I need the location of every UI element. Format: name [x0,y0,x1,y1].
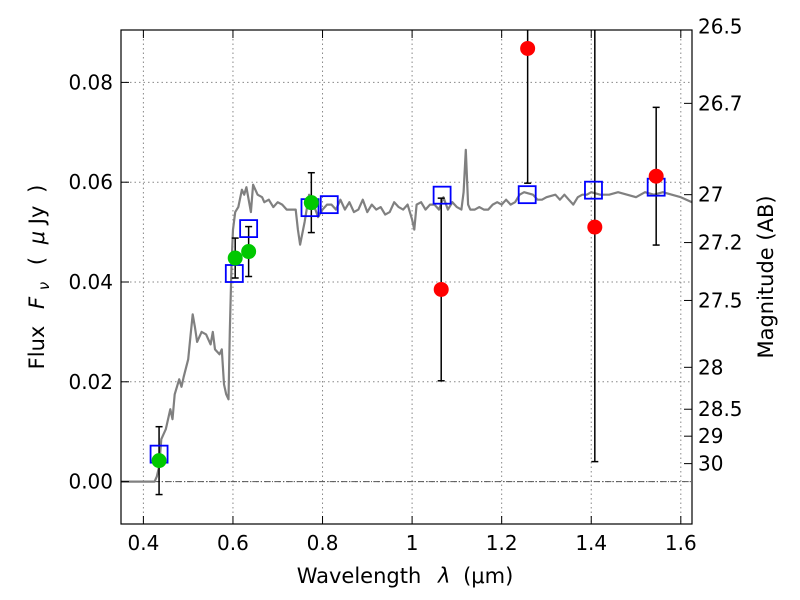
x-axis-label-text: Wavelength [297,564,422,588]
right-tick-label: 30 [698,452,723,476]
plot-frame [120,29,693,525]
green-data-point [151,453,167,469]
y-axis-ticks: 0.00 0.02 0.04 0.06 0.08 [68,70,129,494]
right-axis-label: Magnitude (AB) [754,195,778,358]
green-data-point [227,250,243,266]
sed-model-line [121,148,693,483]
right-tick-label: 27 [698,183,723,207]
green-data-point [241,244,257,260]
model-box-marker [239,219,259,238]
x-tick-label: 0.6 [217,531,249,555]
sed-model-layer [121,148,693,483]
point-layer [151,40,664,469]
y-axis-label-subscript: ν [35,282,53,290]
y-tick-label: 0.08 [68,70,113,94]
model-box-marker [319,195,339,215]
y-tick-label: 0.00 [68,470,113,494]
right-tick-label: 28.5 [698,397,743,421]
y-axis-label-text: Flux [25,326,49,370]
green-data-point [303,195,319,211]
right-tick-label: 26.7 [698,91,743,115]
y-axis-label-unit-open: ( [25,257,49,265]
y-axis-label-unit-mu: μ [25,231,49,245]
model-box-marker [432,185,452,205]
x-axis-label-symbol: λ [437,564,450,588]
model-box-marker [517,185,537,205]
y-tick-label: 0.02 [68,370,113,394]
x-tick-label: 1.4 [575,531,607,555]
model-box-marker [224,264,244,283]
right-axis-ticks: 26.5 26.7 27 27.2 27.5 28 28.5 29 30 [684,15,743,476]
red-data-point [520,40,536,56]
y-axis-label-unit-close: ) [25,185,49,193]
model-box-layer [149,177,666,464]
y-tick-label: 0.04 [68,270,113,294]
x-axis-label-unit: (μm) [463,564,513,588]
x-tick-label: 1.6 [665,531,697,555]
right-tick-label: 29 [698,424,723,448]
x-axis-ticks: 0.4 0.6 0.8 1 1.2 1.4 1.6 [127,30,697,555]
red-data-point [587,219,603,235]
x-tick-label: 0.8 [307,531,339,555]
y-axis-label: Flux F ν ( μ Jy ) [25,185,54,370]
x-tick-label: 1 [406,531,419,555]
right-tick-label: 26.5 [698,15,743,39]
y-axis-label-unit: Jy [25,206,49,227]
right-tick-label: 27.2 [698,231,743,255]
y-tick-label: 0.06 [68,170,113,194]
model-box-marker [584,180,603,200]
grid [121,30,692,524]
y-axis-label-symbol: F [25,296,49,309]
right-tick-label: 28 [698,355,723,379]
x-tick-label: 0.4 [127,531,159,555]
x-axis-label: Wavelength λ (μm) [297,564,514,588]
right-tick-label: 27.5 [698,288,743,312]
red-data-point [648,168,664,184]
x-tick-label: 1.2 [486,531,518,555]
red-data-point [433,281,449,297]
